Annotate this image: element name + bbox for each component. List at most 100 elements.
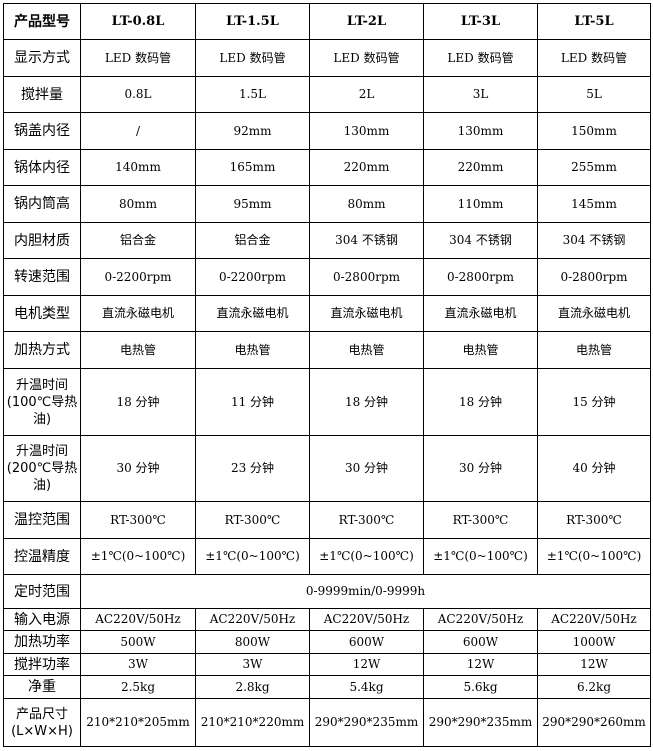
timer-row: 定时范围 0-9999min/0-9999h [3, 574, 651, 609]
table-row: 搅拌功率 3W 3W 12W 12W 12W [3, 653, 651, 676]
cell-value: LED 数码管 [195, 39, 310, 77]
table-row: 升温时间(200℃导热油) 30 分钟 23 分钟 30 分钟 30 分钟 40 分钟 [3, 435, 651, 502]
table-row: 锅体内径 140mm 165mm 220mm 220mm 255mm [3, 149, 651, 186]
cell-value: 30 分钟 [309, 435, 424, 502]
table-row: 升温时间(100℃导热油) 18 分钟 11 分钟 18 分钟 18 分钟 15 分钟 [3, 368, 651, 436]
table-row: 加热功率 500W 800W 600W 600W 1000W [3, 630, 651, 654]
cell-value: 12W [537, 653, 651, 676]
table-row: 锅内筒高 80mm 95mm 80mm 110mm 145mm [3, 185, 651, 223]
cell-value: RT-300℃ [80, 501, 196, 539]
cell-value: 直流永磁电机 [537, 295, 651, 332]
row-label: 电机类型 [3, 295, 81, 332]
table-row: 显示方式 LED 数码管 LED 数码管 LED 数码管 LED 数码管 LED 数码管 [3, 39, 651, 77]
cell-value: 电热管 [309, 331, 424, 369]
row-label: 产品型号 [3, 3, 81, 40]
cell-value: 80mm [309, 185, 424, 223]
cell-value: 30 分钟 [423, 435, 538, 502]
cell-value: 0-2800rpm [309, 258, 424, 296]
table-row: 控温精度 ±1℃(0~100℃) ±1℃(0~100℃) ±1℃(0~100℃) ±1℃… [3, 538, 651, 575]
cell-value: 130mm [309, 112, 424, 150]
table-row: 输入电源 AC220V/50Hz AC220V/50Hz AC220V/50Hz AC2… [3, 608, 651, 631]
table-row: 温控范围 RT-300℃ RT-300℃ RT-300℃ RT-300℃ RT-300℃ [3, 501, 651, 539]
cell-value: 3L [423, 76, 538, 113]
cell-value: 23 分钟 [195, 435, 310, 502]
cell-value: 铝合金 [195, 222, 310, 259]
cell-value: ±1℃(0~100℃) [309, 538, 424, 575]
cell-value: RT-300℃ [423, 501, 538, 539]
cell-value: 80mm [80, 185, 196, 223]
cell-value: 140mm [80, 149, 196, 186]
cell-value: 18 分钟 [80, 368, 196, 436]
cell-value: 210*210*205mm [80, 698, 196, 747]
table-row: 电机类型 直流永磁电机 直流永磁电机 直流永磁电机 直流永磁电机 直流永磁电机 [3, 295, 651, 332]
row-label: 控温精度 [3, 538, 81, 575]
cell-value: 255mm [537, 149, 651, 186]
cell-value: RT-300℃ [195, 501, 310, 539]
row-label: 搅拌功率 [3, 653, 81, 676]
row-label: 输入电源 [3, 608, 81, 631]
row-label: 升温时间(100℃导热油) [3, 368, 81, 436]
cell-value: 2.5kg [80, 675, 196, 699]
cell-value: 直流永磁电机 [195, 295, 310, 332]
table-row: 搅拌量 0.8L 1.5L 2L 3L 5L [3, 76, 651, 113]
cell-value: LT-3L [423, 3, 538, 40]
cell-value: 0-2800rpm [423, 258, 538, 296]
cell-value: 290*290*235mm [423, 698, 538, 747]
cell-value: RT-300℃ [309, 501, 424, 539]
cell-value: 304 不锈钢 [423, 222, 538, 259]
cell-value: 0-2200rpm [195, 258, 310, 296]
spec-table: 产品型号 LT-0.8L LT-1.5L LT-2L LT-3L LT-5L 显示方式 LED… [3, 3, 651, 747]
cell-value: ±1℃(0~100℃) [80, 538, 196, 575]
cell-value: 40 分钟 [537, 435, 651, 502]
cell-value: 145mm [537, 185, 651, 223]
cell-value: AC220V/50Hz [309, 608, 424, 631]
cell-value: 15 分钟 [537, 368, 651, 436]
row-label: 内胆材质 [3, 222, 81, 259]
cell-value: 290*290*260mm [537, 698, 651, 747]
cell-value: 5.6kg [423, 675, 538, 699]
cell-value: RT-300℃ [537, 501, 651, 539]
cell-value: 2L [309, 76, 424, 113]
row-label: 显示方式 [3, 39, 81, 77]
table-row: 内胆材质 铝合金 铝合金 304 不锈钢 304 不锈钢 304 不锈钢 [3, 222, 651, 259]
table-row: 净重 2.5kg 2.8kg 5.4kg 5.6kg 6.2kg [3, 675, 651, 699]
cell-value: ±1℃(0~100℃) [537, 538, 651, 575]
table-row: 转速范围 0-2200rpm 0-2200rpm 0-2800rpm 0-2800rpm… [3, 258, 651, 296]
cell-value: LED 数码管 [80, 39, 196, 77]
cell-value: 165mm [195, 149, 310, 186]
cell-value: 0.8L [80, 76, 196, 113]
cell-value: 110mm [423, 185, 538, 223]
cell-value: 0-2200rpm [80, 258, 196, 296]
cell-value: 11 分钟 [195, 368, 310, 436]
cell-value: 290*290*235mm [309, 698, 424, 747]
cell-value: LED 数码管 [309, 39, 424, 77]
cell-value: 12W [423, 653, 538, 676]
cell-value: 600W [309, 630, 424, 654]
row-label: 温控范围 [3, 501, 81, 539]
cell-value: 800W [195, 630, 310, 654]
row-label: 定时范围 [3, 574, 81, 609]
cell-value: LT-0.8L [80, 3, 196, 40]
row-label: 升温时间(200℃导热油) [3, 435, 81, 502]
cell-value: 210*210*220mm [195, 698, 310, 747]
cell-value: 12W [309, 653, 424, 676]
cell-value: 直流永磁电机 [309, 295, 424, 332]
cell-value: AC220V/50Hz [423, 608, 538, 631]
cell-value: 电热管 [195, 331, 310, 369]
cell-value: 直流永磁电机 [423, 295, 538, 332]
cell-value: 5L [537, 76, 651, 113]
cell-value: 0-2800rpm [537, 258, 651, 296]
cell-value: 18 分钟 [423, 368, 538, 436]
row-label: 净重 [3, 675, 81, 699]
cell-value: 304 不锈钢 [309, 222, 424, 259]
cell-value: 130mm [423, 112, 538, 150]
cell-value: AC220V/50Hz [80, 608, 196, 631]
row-label: 锅内筒高 [3, 185, 81, 223]
cell-value: AC220V/50Hz [537, 608, 651, 631]
cell-value: 304 不锈钢 [537, 222, 651, 259]
cell-value: LED 数码管 [423, 39, 538, 77]
row-label: 锅体内径 [3, 149, 81, 186]
cell-value: 电热管 [80, 331, 196, 369]
cell-value: 2.8kg [195, 675, 310, 699]
row-label: 产品尺寸(L×W×H) [3, 698, 81, 747]
